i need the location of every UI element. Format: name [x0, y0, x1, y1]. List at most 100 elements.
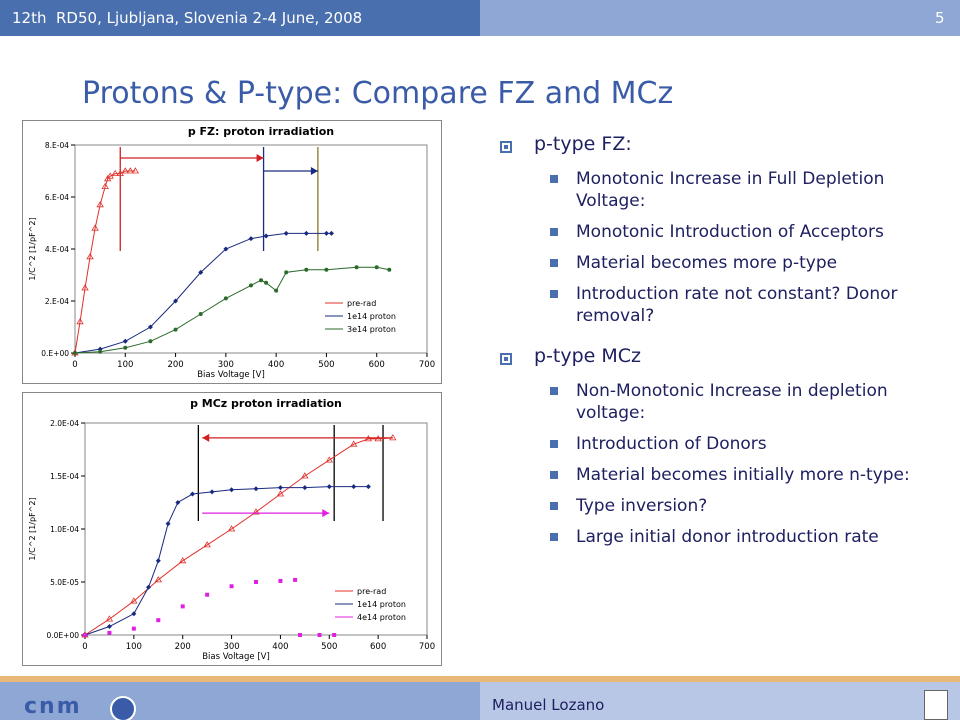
data-point	[351, 484, 357, 490]
data-point	[179, 557, 187, 564]
y-tick-label: 4.E-04	[45, 245, 69, 254]
data-point	[155, 558, 161, 564]
data-point	[317, 633, 322, 637]
data-point	[126, 167, 135, 174]
data-point	[76, 318, 84, 325]
data-point	[111, 169, 119, 176]
x-tick-label: 200	[175, 642, 191, 652]
x-axis-label: Bias Voltage [V]	[202, 652, 270, 662]
data-point	[264, 280, 269, 285]
cnm-logo-text: cnm	[24, 694, 82, 719]
y-tick-label: 5.0E-05	[50, 578, 79, 587]
data-point	[106, 624, 112, 630]
chart-mcz: p MCz proton irradiation 0 100 200 300 400 500…	[22, 392, 442, 666]
square-bullet-icon	[550, 387, 558, 395]
data-point	[332, 633, 337, 637]
sub-bullet-text: Monotonic Increase in Full Depletion Vol…	[576, 169, 885, 211]
data-point	[131, 167, 140, 174]
sub-bullet: Introduction rate not constant? Donor re…	[496, 283, 936, 327]
x-tick-label: 100	[117, 360, 133, 370]
sub-bullet: Introduction of Donors	[496, 433, 936, 455]
chart-fz: p FZ: proton irradiation 0 100 200 300 400 500…	[22, 120, 442, 384]
x-tick-label: 400	[272, 642, 288, 652]
square-bullet-icon	[550, 175, 558, 183]
data-point	[278, 578, 283, 583]
bullet-list: p-type FZ: Monotonic Increase in Full De…	[496, 132, 936, 557]
x-tick-label: 700	[419, 360, 435, 370]
data-point	[198, 312, 203, 316]
data-point	[276, 490, 285, 497]
data-point	[350, 440, 358, 447]
data-point	[252, 508, 260, 515]
data-point	[354, 265, 359, 270]
data-point	[326, 484, 332, 490]
data-point	[116, 169, 124, 176]
series-line	[74, 170, 136, 354]
y-axis-label: 1/C^2 [1/pF^2]	[28, 497, 37, 560]
x-tick-label: 300	[223, 642, 239, 652]
author-name: Manuel Lozano	[492, 696, 605, 714]
data-point	[223, 246, 229, 252]
x-tick-label: 500	[321, 642, 337, 652]
data-point	[165, 521, 171, 527]
sub-bullet: Material becomes more p-type	[496, 252, 936, 274]
chart-title: p MCz proton irradiation	[190, 397, 342, 410]
data-point	[121, 167, 129, 174]
data-point	[297, 633, 302, 637]
bullet-mcz-label: p-type MCz	[534, 345, 642, 367]
data-point	[107, 630, 112, 635]
data-point	[283, 230, 289, 236]
y-tick-label: 2.0E-04	[50, 419, 79, 428]
data-point	[105, 615, 114, 622]
sub-bullet: Large initial donor introduction rate	[496, 526, 936, 548]
series-line	[84, 437, 393, 636]
x-tick-label: 0	[82, 642, 87, 652]
data-point	[248, 236, 254, 242]
square-bullet-icon	[550, 228, 558, 236]
sub-bullet: Monotonic Introduction of Acceptors	[496, 221, 936, 243]
x-tick-label: 300	[218, 360, 234, 370]
data-point	[96, 201, 104, 208]
data-point	[154, 576, 162, 583]
series-line	[84, 486, 369, 636]
footer-left: cnm	[0, 682, 480, 722]
data-point	[302, 485, 308, 491]
data-point	[73, 351, 77, 355]
x-tick-label: 600	[369, 360, 385, 370]
data-point	[123, 345, 128, 350]
square-bullet-icon	[550, 502, 558, 510]
arrow-head	[322, 509, 330, 518]
bullet-marker-icon	[500, 141, 512, 153]
data-point	[98, 349, 103, 354]
data-point	[131, 626, 136, 631]
square-bullet-icon	[550, 259, 558, 267]
data-point	[263, 233, 269, 239]
data-point	[146, 584, 152, 590]
data-point	[277, 485, 283, 491]
data-point	[259, 278, 264, 283]
data-point	[203, 541, 211, 548]
x-tick-label: 700	[419, 642, 435, 652]
sub-bullet-text: Material becomes more p-type	[576, 253, 838, 273]
data-point	[86, 253, 94, 260]
legend-label: pre-rad	[357, 587, 386, 596]
data-point	[274, 288, 279, 293]
header-left: 12th RD50, Ljubljana, Slovenia 2-4 June,…	[0, 0, 480, 36]
bullet-fz: p-type FZ:	[496, 132, 936, 156]
footer-accent-line	[0, 676, 960, 682]
data-point	[328, 230, 334, 236]
data-point	[323, 230, 329, 236]
sub-bullet: Type inversion?	[496, 495, 936, 517]
data-point	[101, 182, 109, 189]
square-bullet-icon	[550, 471, 558, 479]
data-point	[180, 604, 185, 609]
data-point	[325, 456, 333, 463]
square-bullet-icon	[550, 440, 558, 448]
data-point	[173, 298, 179, 304]
legend-label: 1e14 proton	[347, 312, 396, 321]
data-point	[301, 472, 309, 479]
y-tick-label: 2.E-04	[45, 297, 69, 306]
sub-bullet-text: Monotonic Introduction of Acceptors	[576, 222, 884, 242]
sub-bullet-text: Type inversion?	[576, 496, 708, 516]
y-tick-label: 6.E-04	[45, 193, 69, 202]
